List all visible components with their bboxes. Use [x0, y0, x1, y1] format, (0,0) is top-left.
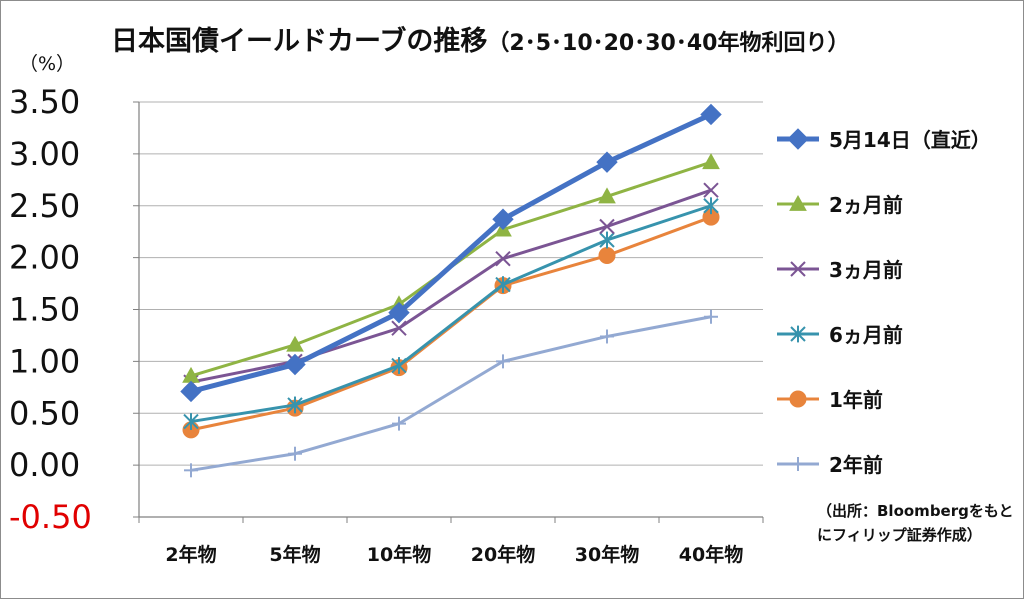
- x-stroke: [599, 218, 615, 235]
- legend-label: 2年前: [829, 453, 883, 477]
- y-tick-label: 2.50: [9, 187, 80, 225]
- legend-marker: [790, 261, 806, 277]
- data-point: [703, 182, 719, 198]
- data-point: [180, 380, 202, 403]
- y-tick-label: 3.00: [9, 135, 80, 173]
- data-point: [495, 276, 511, 293]
- diamond-shape: [700, 103, 722, 126]
- legend-item: 1年前: [777, 388, 883, 412]
- legend-marker: [791, 457, 805, 471]
- y-tick-label: 3.50: [9, 83, 80, 121]
- x-stroke: [495, 250, 511, 267]
- data-point: [600, 329, 614, 344]
- data-point: [492, 208, 514, 230]
- diamond-shape: [596, 151, 618, 173]
- diamond-shape: [492, 208, 514, 230]
- diamond-shape: [180, 380, 202, 403]
- data-point: [703, 197, 719, 215]
- series-4: [183, 197, 719, 430]
- legend-marker: [789, 390, 807, 408]
- data-point: [702, 153, 720, 170]
- y-tick-labels: 3.50 3.00 2.50 2.00 1.50 1.00 0.50 0.00 -0.50: [9, 83, 139, 536]
- data-point: [183, 413, 199, 430]
- x-tick-label: 30年物: [575, 543, 639, 566]
- legend-label: 6ヵ月前: [829, 323, 903, 347]
- x-tick-label: 20年物: [471, 543, 535, 566]
- y-tick-label: 0.00: [9, 446, 80, 484]
- x-stroke: [790, 261, 806, 277]
- legend-item: 2ヵ月前: [777, 193, 903, 217]
- series-line: [190, 188, 712, 384]
- chart-title-main: 日本国債イールドカーブの推移: [111, 26, 488, 57]
- series-6: [184, 309, 718, 478]
- data-point: [700, 103, 722, 126]
- y-tick-label: 0.50: [9, 394, 80, 432]
- chart-title: 日本国債イールドカーブの推移（2･5･10･20･30･40年物利回り）: [111, 19, 849, 58]
- legend-marker: [789, 194, 807, 211]
- series-line: [190, 204, 712, 424]
- legend-label: 3ヵ月前: [829, 258, 903, 282]
- legend-label: 2ヵ月前: [829, 193, 903, 217]
- legend-item: 6ヵ月前: [777, 323, 903, 347]
- y-tick-label: -0.50: [9, 498, 92, 536]
- legend-label: 5月14日（直近）: [829, 128, 991, 152]
- legend-item: 3ヵ月前: [777, 258, 903, 282]
- y-tick-label: 2.00: [9, 239, 80, 277]
- diamond-shape: [787, 128, 809, 150]
- data-point: [184, 463, 198, 478]
- series-line: [190, 112, 713, 394]
- diamond-shape: [388, 301, 410, 324]
- triangle-shape: [702, 153, 720, 170]
- data-point: [704, 309, 718, 324]
- legend-marker: [790, 325, 806, 343]
- legend-marker: [787, 128, 809, 150]
- data-point: [598, 247, 616, 265]
- data-point: [495, 250, 511, 267]
- data-point: [287, 396, 303, 414]
- data-point: [392, 416, 406, 431]
- x-stroke: [391, 320, 407, 336]
- data-point: [596, 151, 618, 173]
- triangle-shape: [789, 194, 807, 211]
- triangle-shape: [598, 187, 616, 204]
- source-note: （出所：Bloombergをもとにフィリップ証券作成）: [817, 502, 1014, 544]
- series-3: [183, 182, 719, 390]
- series-line: [190, 315, 712, 472]
- x-tick-label: 40年物: [679, 543, 743, 566]
- data-point: [599, 231, 615, 249]
- data-point: [391, 357, 407, 374]
- series-1: [180, 103, 722, 403]
- data-point: [286, 335, 304, 352]
- x-tick-label: 5年物: [269, 543, 320, 566]
- data-point: [288, 446, 302, 461]
- data-point: [284, 353, 306, 376]
- x-tick-labels: 2年物 5年物 10年物 20年物 30年物 40年物: [138, 517, 764, 566]
- diamond-shape: [284, 353, 306, 376]
- legend: 5月14日（直近） 2ヵ月前 3ヵ月前 6ヵ月前 1年前 2年前: [777, 128, 991, 477]
- chart-title-paren: （2･5･10･20･30･40年物利回り）: [487, 31, 850, 56]
- data-point: [388, 301, 410, 324]
- y-axis-unit: （%）: [19, 53, 76, 75]
- circle-shape: [598, 247, 616, 265]
- triangle-shape: [286, 335, 304, 352]
- circle-shape: [789, 390, 807, 408]
- data-point: [599, 218, 615, 235]
- data-point: [391, 320, 407, 336]
- x-tick-label: 10年物: [367, 543, 431, 566]
- data-point: [496, 354, 510, 369]
- y-tick-label: 1.00: [9, 342, 80, 380]
- legend-item: 5月14日（直近）: [777, 128, 991, 152]
- y-tick-label: 1.50: [9, 291, 80, 329]
- legend-item: 2年前: [777, 453, 883, 477]
- data-point: [598, 187, 616, 204]
- gridlines: [139, 101, 763, 518]
- x-tick-label: 2年物: [165, 543, 216, 566]
- legend-label: 1年前: [829, 388, 883, 412]
- x-stroke: [703, 182, 719, 198]
